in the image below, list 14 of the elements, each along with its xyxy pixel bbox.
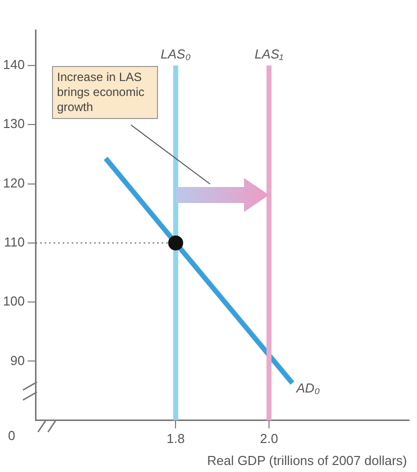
x-axis-title: Real GDP (trillions of 2007 dollars) [207, 453, 407, 468]
series-label: LAS₁ [254, 46, 284, 62]
y-tick-label: 110 [4, 234, 25, 250]
y-tick-label: 120 [2, 175, 25, 190]
y-tick-label: 100 [2, 294, 25, 309]
annotation: Increase in LAS brings economic growth [52, 66, 158, 119]
series-label: AD₀ [295, 380, 320, 396]
y-tick-label: 130 [2, 116, 25, 132]
series-label: LAS₀ [160, 46, 192, 62]
y-tick-label: 140 [2, 57, 25, 72]
x-tick-label: 2.0 [260, 430, 278, 446]
x-tick-label: 1.8 [166, 430, 185, 446]
y-tick-label: 90 [10, 352, 25, 368]
text: 0 [8, 428, 16, 443]
